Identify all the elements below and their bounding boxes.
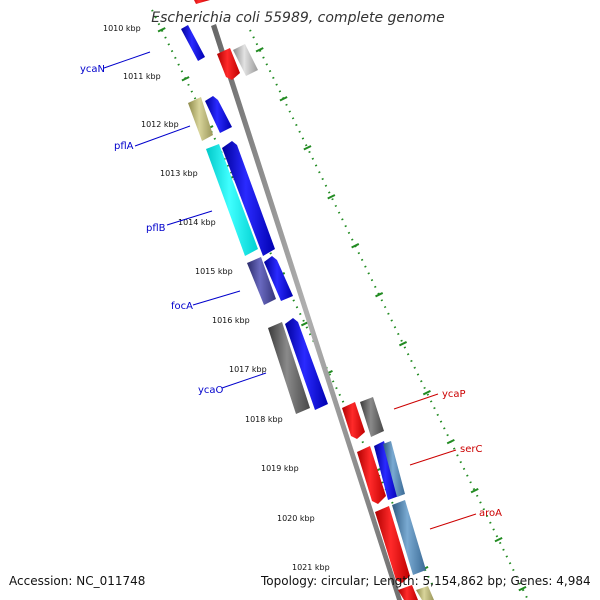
major-tick (375, 292, 384, 298)
accession-text: Accession: NC_011748 (9, 574, 146, 588)
gene-label-ycaN[interactable]: ycaN (80, 64, 105, 75)
cds-feature[interactable] (398, 585, 418, 600)
tick-label-1015: 1015 kbp (195, 267, 233, 276)
tick-label-1020: 1020 kbp (277, 514, 315, 523)
major-tick (181, 76, 190, 82)
gene-label-pflB[interactable]: pflB (146, 223, 166, 234)
minus-strand-track (181, 25, 328, 414)
major-tick (494, 536, 503, 543)
cds-feature[interactable] (268, 322, 310, 414)
gene-label-ycaP[interactable]: ycaP (442, 389, 466, 400)
cds-feature[interactable] (357, 446, 386, 504)
gene-label-pflA[interactable]: pflA (114, 141, 134, 152)
cds-feature[interactable] (206, 144, 258, 256)
cds-feature[interactable] (360, 397, 384, 437)
major-tick (518, 585, 527, 592)
major-tick (446, 438, 455, 445)
major-tick (398, 341, 408, 347)
major-tick (470, 487, 479, 494)
tick-label-1017: 1017 kbp (229, 365, 267, 374)
cds-feature[interactable] (416, 586, 434, 600)
gene-label-serC[interactable]: serC (460, 444, 482, 455)
cds-feature[interactable] (233, 44, 258, 76)
gene-label-ycaO[interactable]: ycaO (198, 385, 224, 396)
major-tick (279, 96, 288, 102)
major-tick (157, 27, 166, 33)
major-tick (327, 194, 336, 200)
tick-label-1016: 1016 kbp (212, 316, 250, 325)
cds-feature[interactable] (264, 256, 293, 301)
genome-backbone (194, 0, 402, 600)
tick-label-1019: 1019 kbp (261, 464, 299, 473)
cds-feature[interactable] (247, 257, 276, 305)
cds-feature[interactable] (375, 506, 410, 583)
cds-feature[interactable] (217, 48, 240, 80)
major-tick (422, 390, 431, 396)
outer-ruler (249, 29, 532, 600)
genome-summary-text: Topology: circular; Length: 5,154,862 bp… (261, 574, 591, 588)
tick-label-1014: 1014 kbp (178, 218, 216, 227)
cds-feature[interactable] (285, 318, 328, 410)
gene-label-aroA[interactable]: aroA (479, 508, 502, 519)
tick-label-1011: 1011 kbp (123, 72, 161, 81)
gene-label-focA[interactable]: focA (171, 301, 193, 312)
cds-feature[interactable] (392, 500, 426, 575)
major-tick (351, 243, 360, 249)
cds-feature[interactable] (374, 441, 399, 500)
gene-labels: ycaN pflA pflB focA ycaO ycaP serC aroA (80, 51, 502, 530)
major-tick (303, 145, 312, 151)
plus-strand-track (217, 44, 434, 600)
cds-feature[interactable] (188, 97, 213, 141)
tick-label-1018: 1018 kbp (245, 415, 283, 424)
outer-ruler-major-ticks (255, 47, 527, 592)
cds-feature[interactable] (383, 441, 405, 497)
tick-label-1013: 1013 kbp (160, 169, 198, 178)
cds-feature[interactable] (342, 402, 365, 439)
cds-feature[interactable] (205, 96, 232, 133)
cds-feature[interactable] (222, 141, 275, 256)
map-title: Escherichia coli 55989, complete genome (151, 10, 444, 26)
tick-label-1021: 1021 kbp (292, 563, 330, 572)
tick-label-1012: 1012 kbp (141, 120, 179, 129)
major-tick (255, 47, 264, 53)
tick-label-1010: 1010 kbp (103, 24, 141, 33)
cds-feature[interactable] (181, 25, 205, 61)
